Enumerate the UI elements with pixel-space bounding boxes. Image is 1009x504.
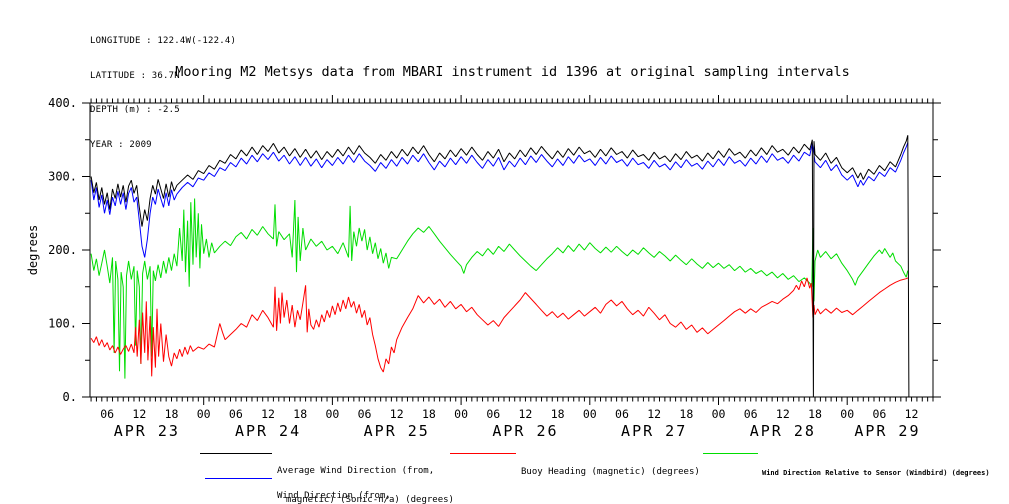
x-hour-label: 18 — [808, 407, 822, 421]
x-hour-label: 18 — [679, 407, 693, 421]
legend-label-buoy-heading: Buoy Heading (magnetic) (degrees) — [521, 467, 700, 477]
series-line-average-wind-direction-from-magnetic-sonic-n-a-degrees — [90, 135, 910, 398]
y-tick-label: 0. — [63, 390, 77, 404]
x-hour-label: 18 — [165, 407, 179, 421]
x-hour-label: 06 — [744, 407, 758, 421]
x-hour-label: 00 — [197, 407, 211, 421]
series-line-buoy-heading-magnetic-degrees — [90, 277, 909, 377]
y-tick-label: 200. — [48, 243, 77, 257]
x-hour-label: 00 — [583, 407, 597, 421]
metadata-latitude: LATITUDE : 36.7N — [90, 70, 180, 81]
series-line-wind-direction-from-magnetic-windbird-degrees — [90, 142, 909, 258]
x-hour-label: 12 — [132, 407, 146, 421]
x-date-label: APR 23 — [114, 422, 180, 440]
chart-title: Mooring M2 Metsys data from MBARI instru… — [175, 64, 850, 80]
metadata-longitude: LONGITUDE : 122.4W(-122.4) — [90, 36, 237, 46]
x-hour-label: 06 — [486, 407, 500, 421]
y-tick-label: 400. — [48, 96, 77, 110]
legend-line-buoy-heading — [450, 453, 516, 454]
metadata-block: LONGITUDE : 122.4W(-122.4) LATITUDE : 36… — [90, 13, 236, 174]
x-hour-label: 18 — [293, 407, 307, 421]
x-hour-label: 06 — [229, 407, 243, 421]
y-tick-label: 100. — [48, 317, 77, 331]
x-date-label: APR 27 — [621, 422, 687, 440]
x-date-label: APR 29 — [854, 422, 920, 440]
x-date-label: APR 24 — [235, 422, 301, 440]
y-tick-label: 300. — [48, 170, 77, 184]
x-hour-label: 00 — [454, 407, 468, 421]
x-hour-label: 18 — [551, 407, 565, 421]
x-hour-label: 12 — [905, 407, 919, 421]
x-hour-label: 12 — [261, 407, 275, 421]
metadata-year: YEAR : 2009 — [90, 139, 152, 150]
x-hour-label: 00 — [840, 407, 854, 421]
metadata-depth: DEPTH (m) : -2.5 — [90, 105, 180, 115]
x-date-label: APR 25 — [364, 422, 430, 440]
legend-line-avg-wind-direction — [200, 453, 272, 454]
x-hour-label: 00 — [325, 407, 339, 421]
legend-label-wind-direction-relative: Wind Direction Relative to Sensor (Windb… — [762, 469, 990, 477]
x-hour-label: 06 — [100, 407, 114, 421]
x-hour-label: 18 — [422, 407, 436, 421]
legend-line-wind-direction-relative — [703, 453, 758, 454]
x-hour-label: 12 — [647, 407, 661, 421]
x-hour-label: 06 — [615, 407, 629, 421]
x-hour-label: 06 — [358, 407, 372, 421]
legend-label-avg-wind-direction: Average Wind Direction (from, magnetic) … — [277, 466, 454, 504]
legend-line-wind-direction — [205, 478, 272, 479]
x-hour-label: 06 — [872, 407, 886, 421]
legend-label-wind-direction: Wind Direction (from, magnetic) (Windbir… — [277, 491, 391, 501]
x-date-label: APR 28 — [750, 422, 816, 440]
x-hour-label: 12 — [519, 407, 533, 421]
x-hour-label: 12 — [390, 407, 404, 421]
x-hour-label: 00 — [712, 407, 726, 421]
x-date-label: APR 26 — [492, 422, 558, 440]
series-line-wind-direction-relative-to-sensor-windbird-degrees — [90, 198, 909, 379]
x-hour-label: 12 — [776, 407, 790, 421]
